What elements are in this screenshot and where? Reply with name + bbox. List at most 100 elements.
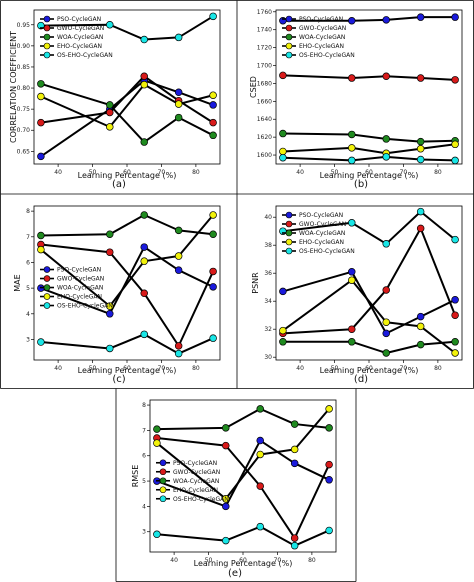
y-tick-label: 1720: [257, 45, 272, 52]
point-pso-cyclegan: [451, 296, 459, 304]
y-tick-label: 5: [142, 478, 146, 485]
x-axis-label: Learning Percentage (%): [320, 171, 419, 180]
y-tick-label: 40: [264, 214, 272, 221]
point-woa-cyclegan: [37, 231, 45, 240]
point-pso-cyclegan: [209, 283, 217, 291]
point-woa-cyclegan: [209, 131, 217, 140]
point-gwo-cyclegan: [348, 74, 356, 82]
legend-swatch-marker: [285, 15, 293, 23]
y-axis-label: MAE: [13, 274, 22, 291]
y-tick-label: 0.75: [17, 106, 31, 113]
point-pso-cyclegan: [37, 152, 45, 161]
series-line-eho-cyclegan: [282, 143, 456, 155]
x-tick-label: 40: [296, 365, 304, 372]
point-os-eho-cyclegan: [37, 338, 45, 346]
point-pso-cyclegan: [140, 243, 148, 251]
point-gwo-cyclegan: [209, 267, 217, 276]
y-tick-label: 0.90: [17, 43, 31, 50]
y-tick-label: 0.65: [17, 148, 31, 155]
legend-label: GWO-CycleGAN: [299, 25, 346, 32]
point-os-eho-cyclegan: [348, 219, 356, 227]
series-line-os-eho-cyclegan: [282, 155, 456, 162]
point-pso-cyclegan: [222, 502, 230, 511]
point-gwo-cyclegan: [382, 72, 390, 81]
point-gwo-cyclegan: [290, 534, 299, 542]
x-tick-label: 60: [365, 365, 373, 372]
x-tick-label: 70: [158, 365, 166, 372]
legend-label: WOA-CycleGAN: [299, 230, 345, 237]
point-woa-cyclegan: [279, 338, 287, 346]
series-line-eho-cyclegan: [156, 408, 330, 500]
legend-label: WOA-CycleGAN: [173, 478, 219, 485]
x-tick-label: 70: [158, 169, 166, 176]
series-line-woa-cyclegan: [40, 213, 214, 237]
point-woa-cyclegan: [382, 349, 390, 357]
y-tick-label: 1760: [257, 9, 272, 16]
point-os-eho-cyclegan: [451, 235, 459, 244]
panel-d: 40 50 60 70 80 30 32 34 36 38 40 Learning Percentag…: [251, 205, 463, 385]
panel-caption: (c): [112, 374, 125, 385]
point-woa-cyclegan: [140, 138, 148, 146]
y-tick-label: 6: [142, 453, 146, 460]
point-os-eho-cyclegan: [222, 536, 230, 545]
legend-label: OS-EHO-CycleGAN: [57, 303, 113, 310]
point-gwo-cyclegan: [106, 108, 114, 117]
series-line-eho-cyclegan: [40, 214, 214, 308]
x-tick-label: 70: [400, 365, 408, 372]
legend-label: WOA-CycleGAN: [299, 34, 345, 41]
series-line-woa-cyclegan: [282, 132, 456, 143]
point-os-eho-cyclegan: [451, 156, 459, 165]
legend-swatch-marker: [159, 477, 167, 485]
point-eho-cyclegan: [140, 80, 148, 89]
point-gwo-cyclegan: [140, 72, 148, 80]
point-os-eho-cyclegan: [209, 12, 217, 21]
legend-label: OS-EHO-CycleGAN: [173, 496, 229, 503]
point-eho-cyclegan: [37, 245, 45, 254]
legend-swatch-marker: [285, 238, 293, 246]
point-woa-cyclegan: [174, 226, 183, 235]
x-tick-label: 80: [308, 557, 316, 564]
point-eho-cyclegan: [451, 140, 459, 149]
legend-label: OS-EHO-CycleGAN: [299, 248, 355, 255]
y-tick-label: 5: [26, 285, 30, 292]
point-os-eho-cyclegan: [279, 153, 287, 162]
y-tick-label: 7: [142, 427, 146, 434]
legend-swatch-marker: [43, 15, 51, 23]
point-woa-cyclegan: [153, 425, 161, 433]
point-gwo-cyclegan: [106, 248, 114, 256]
y-tick-label: 8: [142, 402, 146, 409]
point-gwo-cyclegan: [37, 118, 45, 127]
legend-swatch-marker: [43, 51, 51, 59]
legend-swatch-marker: [285, 24, 293, 32]
legend-swatch-marker: [43, 275, 51, 282]
y-tick-label: 7: [26, 234, 30, 241]
y-tick-label: 4: [26, 311, 30, 318]
point-woa-cyclegan: [140, 211, 148, 219]
y-tick-label: 1620: [257, 134, 272, 141]
point-os-eho-cyclegan: [140, 35, 148, 44]
point-gwo-cyclegan: [140, 289, 148, 298]
point-gwo-cyclegan: [451, 76, 459, 84]
point-os-eho-cyclegan: [256, 522, 264, 531]
point-pso-cyclegan: [416, 312, 425, 321]
legend-label: PSO-CycleGAN: [57, 16, 101, 23]
point-eho-cyclegan: [153, 439, 161, 447]
point-gwo-cyclegan: [222, 441, 230, 450]
x-tick-label: 50: [89, 365, 97, 372]
panel-caption: (b): [354, 179, 368, 190]
legend: PSO-CycleGAN GWO-CycleGAN WOA-CycleGAN EHO-…: [40, 266, 113, 310]
legend-swatch-marker: [285, 229, 293, 237]
point-pso-cyclegan: [174, 88, 183, 97]
x-axis-label: Learning Percentage (%): [78, 366, 177, 375]
point-os-eho-cyclegan: [416, 155, 425, 164]
point-woa-cyclegan: [290, 420, 299, 428]
legend: PSO-CycleGAN GWO-CycleGAN WOA-CycleGAN EHO-…: [282, 211, 355, 255]
point-eho-cyclegan: [382, 318, 390, 326]
point-pso-cyclegan: [416, 13, 425, 21]
point-woa-cyclegan: [256, 405, 264, 413]
legend-swatch-marker: [43, 302, 51, 309]
legend-swatch-marker: [43, 284, 51, 291]
point-os-eho-cyclegan: [153, 530, 161, 539]
point-eho-cyclegan: [106, 302, 114, 310]
series-line-woa-cyclegan: [156, 407, 330, 431]
